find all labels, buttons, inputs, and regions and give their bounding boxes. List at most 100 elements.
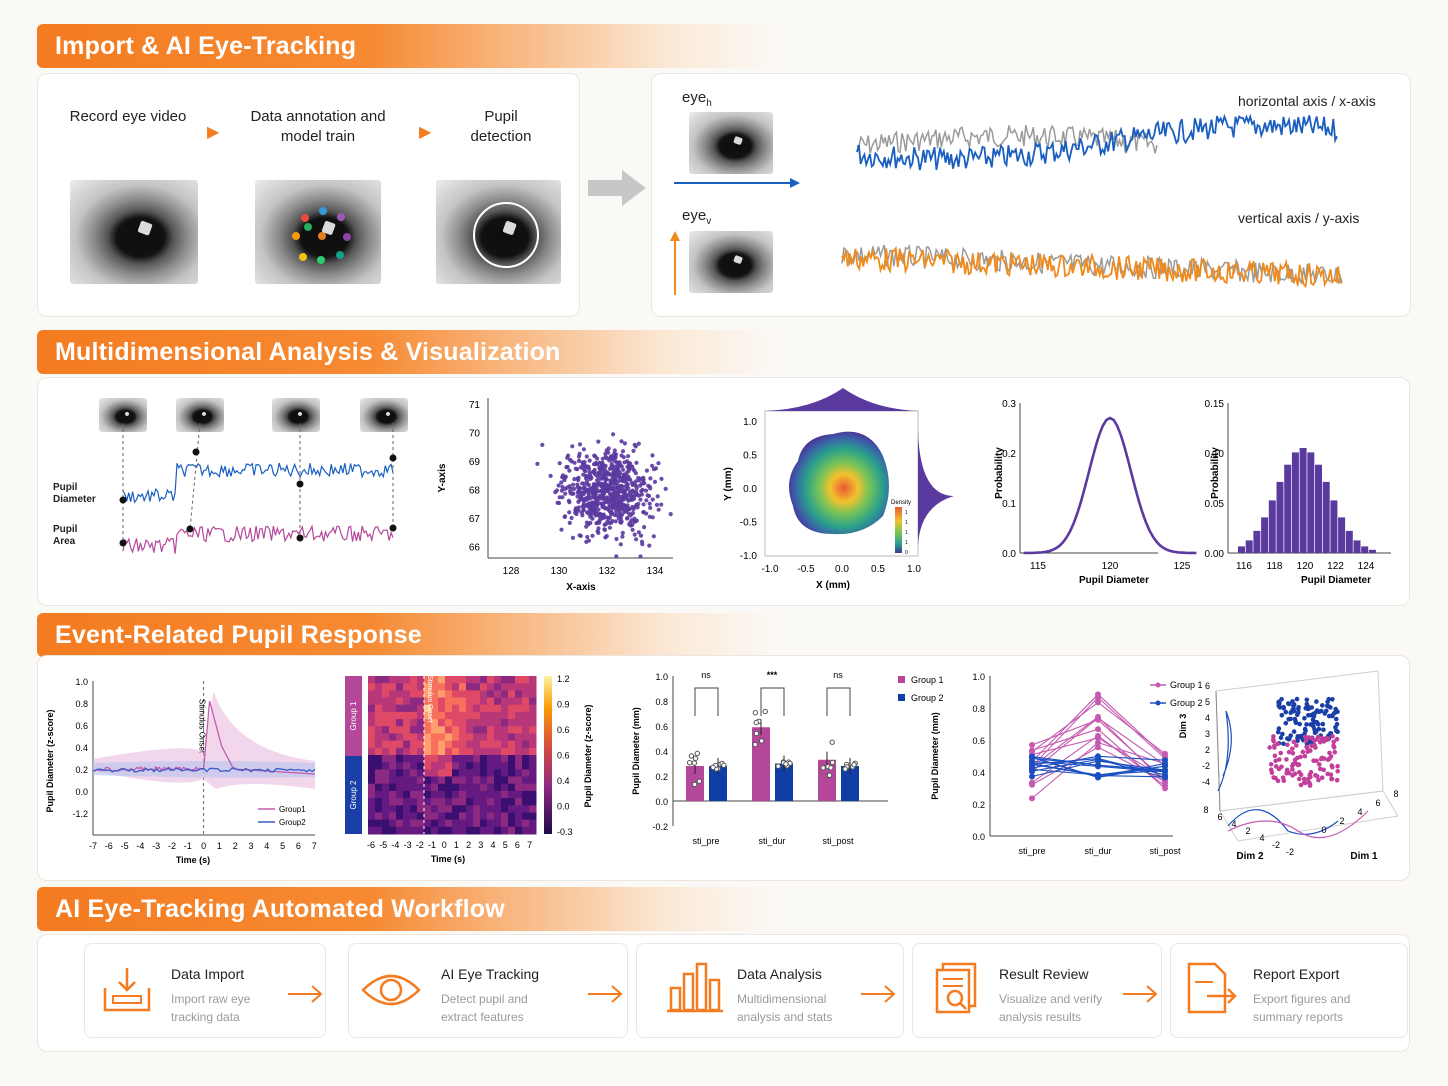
data-point: [783, 761, 789, 767]
x-tick-label: -7: [89, 841, 97, 851]
heatmap-cell: [382, 733, 390, 742]
heatmap-cell: [473, 690, 481, 699]
group2-point: [1292, 716, 1298, 722]
group2-point: [1285, 736, 1290, 741]
scatter-point: [579, 510, 584, 515]
heatmap-cell: [403, 798, 411, 806]
scatter-point: [634, 537, 639, 542]
heatmap-cell: [417, 755, 425, 763]
heatmap-cell: [529, 755, 537, 763]
heatmap-cell: [494, 776, 502, 785]
y-tick-label: 68: [469, 486, 481, 497]
group1-point: [1306, 735, 1311, 740]
heatmap-cell: [389, 690, 397, 699]
scatter-point: [613, 478, 618, 483]
heatmap-cell: [494, 726, 502, 734]
heatmap-cell: [368, 819, 376, 828]
scatter-point: [584, 520, 589, 525]
x-tick-label: 0: [442, 840, 447, 850]
workflow-step-ai-tracking[interactable]: AI Eye Tracking Detect pupil and extract…: [348, 943, 628, 1038]
heatmap-cell: [459, 747, 467, 756]
scatter-point: [626, 492, 631, 497]
group2-point: [1316, 726, 1322, 732]
heatmap-cell: [389, 747, 397, 756]
eye-thumb: [272, 398, 320, 432]
histogram-bar: [1368, 549, 1376, 553]
colorbar: [895, 507, 902, 553]
x-tick-label: -3: [404, 840, 412, 850]
scatter-point: [598, 516, 603, 522]
heatmap-cell: [508, 762, 516, 770]
heatmap-cell: [396, 733, 404, 742]
scatter-point: [559, 488, 564, 493]
marker-dot: [119, 539, 127, 547]
heatmap-cell: [466, 747, 474, 756]
group1-point: [1301, 776, 1307, 782]
scatter-point: [572, 477, 577, 482]
heatmap-cell: [417, 812, 425, 821]
heatmap-cell: [410, 790, 418, 799]
group2-point: [1304, 722, 1309, 727]
pipeline-panel: Record eye video ▶ Data annotation and m…: [37, 73, 580, 317]
heatmap-cell: [501, 776, 509, 785]
heatmap-cell: [389, 826, 397, 835]
dim2-tick-label: 4: [1259, 833, 1264, 843]
heatmap-cell: [508, 704, 516, 713]
eye-thumb: [176, 398, 224, 432]
scatter-point: [620, 530, 625, 536]
histogram-bar: [1253, 530, 1261, 553]
heatmap-cell: [480, 733, 488, 742]
group2-point: [1283, 720, 1289, 726]
heatmap-cell: [487, 711, 495, 720]
heatmap-cell: [389, 812, 397, 821]
y-tick-label: 0.0: [743, 484, 757, 495]
heatmap-cell: [417, 747, 425, 756]
marker-dot: [389, 454, 397, 462]
scatter-point: [563, 491, 568, 496]
y-tick-label: 0.6: [655, 722, 668, 732]
heatmap-cell: [487, 676, 495, 684]
dim1-tick-label: 8: [1393, 789, 1398, 799]
heatmap-cell: [403, 690, 411, 699]
scatter-point: [604, 495, 610, 500]
scatter-point: [602, 527, 607, 532]
heatmap-cell: [431, 783, 439, 792]
heatmap-cell: [522, 747, 530, 756]
heatmap-cell: [529, 769, 537, 778]
workflow-step-export[interactable]: Report Export Export figures and summary…: [1170, 943, 1408, 1038]
histogram-bar: [1299, 448, 1307, 553]
group2-point: [1311, 724, 1316, 729]
heatmap-cell: [431, 776, 439, 785]
legend-swatch: [898, 676, 905, 683]
heatmap-cell: [431, 704, 439, 713]
heatmap-cell: [473, 733, 481, 742]
bar: [841, 766, 859, 801]
scatter-point: [609, 454, 614, 459]
group2-point: [1162, 767, 1168, 774]
x-axis-label: Pupil Diameter: [1301, 575, 1371, 586]
group2-point: [1279, 696, 1284, 702]
scatter-point: [577, 485, 582, 490]
legend-marker: [1155, 700, 1161, 706]
signals-panel: eyeh eyev horizontal axis / x-axis verti…: [651, 73, 1411, 317]
heatmap-cell: [403, 755, 411, 763]
scatter-point: [642, 525, 647, 530]
scatter-point: [576, 508, 581, 513]
workflow-step-analysis[interactable]: Data Analysis Multidimensional analysis …: [636, 943, 904, 1038]
workflow-step-review[interactable]: Result Review Visualize and verify analy…: [912, 943, 1162, 1038]
scatter-point: [640, 542, 645, 547]
group1-point: [1095, 732, 1101, 739]
heatmap-cell: [501, 690, 509, 699]
heatmap-cell: [424, 776, 432, 785]
scatter-point: [605, 488, 610, 493]
heatmap-cell: [480, 726, 488, 734]
heatmap-cell: [410, 826, 418, 835]
erp-plot: 1.0 0.8 0.6 0.4 0.2 0.0 -1.2 -7 -6 -5 -4 -3 -2 -1 0 1 2 3…: [45, 677, 317, 865]
heatmap-cell: [522, 762, 530, 770]
heatmap-cell: [480, 697, 488, 706]
y-tick-label: 1.0: [972, 672, 985, 682]
workflow-step-data-import[interactable]: Data Import Import raw eye tracking data: [84, 943, 326, 1038]
colorbar-tick: 1: [905, 540, 908, 546]
heatmap-cell: [368, 755, 376, 763]
heatmap-cell: [445, 798, 453, 806]
